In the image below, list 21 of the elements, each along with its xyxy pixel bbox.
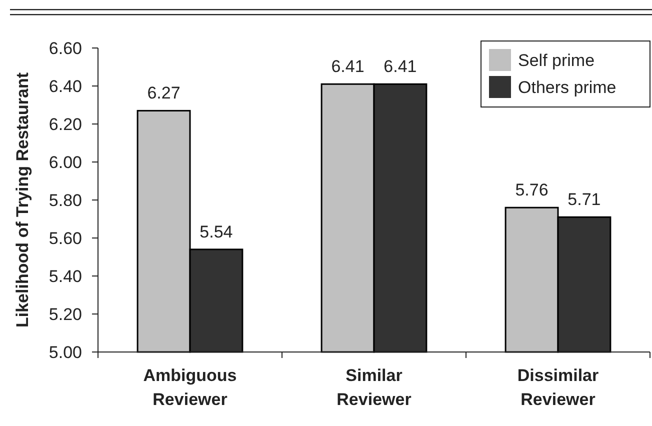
y-tick-label: 5.00 [48, 342, 82, 362]
x-tick-label: Ambiguous Reviewer [143, 366, 237, 409]
y-tick-label: 5.80 [48, 190, 82, 210]
x-tick-label: Dissimilar Reviewer [517, 366, 600, 409]
data-label: 6.41 [384, 57, 417, 76]
legend-label: Others prime [518, 78, 616, 97]
y-tick-label: 6.60 [48, 38, 82, 58]
y-tick-label: 6.00 [48, 152, 82, 172]
legend-label: Self prime [518, 50, 595, 70]
data-label: 5.76 [515, 180, 548, 200]
y-axis-title: Likelihood of Trying Restaurant [13, 72, 32, 328]
data-label: 5.71 [568, 190, 601, 210]
data-label: 6.27 [147, 84, 180, 103]
y-tick-label: 5.20 [48, 304, 82, 324]
y-tick-label: 6.40 [48, 76, 82, 96]
y-tick-label: 5.60 [48, 228, 82, 248]
data-label: 5.54 [200, 222, 233, 242]
x-tick-label: Similar Reviewer [336, 366, 412, 409]
y-tick-label: 6.20 [48, 114, 82, 134]
data-label: 6.41 [331, 57, 364, 76]
y-tick-label: 5.40 [48, 266, 82, 286]
